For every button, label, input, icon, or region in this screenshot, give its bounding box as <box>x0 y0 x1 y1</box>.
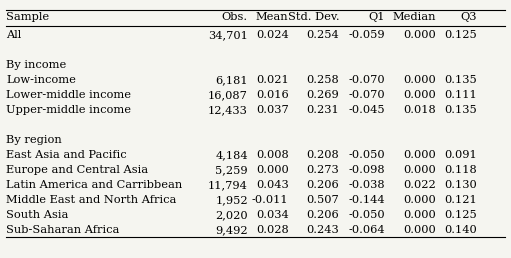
Text: 0.206: 0.206 <box>307 210 339 220</box>
Text: 0.111: 0.111 <box>444 90 477 100</box>
Text: 34,701: 34,701 <box>208 30 248 40</box>
Text: 0.021: 0.021 <box>256 75 289 85</box>
Text: 0.507: 0.507 <box>307 195 339 205</box>
Text: 0.125: 0.125 <box>444 30 477 40</box>
Text: -0.050: -0.050 <box>349 210 385 220</box>
Text: 16,087: 16,087 <box>208 90 248 100</box>
Text: 0.135: 0.135 <box>444 105 477 115</box>
Text: 1,952: 1,952 <box>215 195 248 205</box>
Text: 0.000: 0.000 <box>403 225 436 235</box>
Text: 0.000: 0.000 <box>403 30 436 40</box>
Text: 0.125: 0.125 <box>444 210 477 220</box>
Text: South Asia: South Asia <box>7 210 69 220</box>
Text: 0.022: 0.022 <box>403 180 436 190</box>
Text: 0.000: 0.000 <box>403 90 436 100</box>
Text: Median: Median <box>392 12 436 22</box>
Text: 0.000: 0.000 <box>403 195 436 205</box>
Text: Std. Dev.: Std. Dev. <box>288 12 339 22</box>
Text: 0.018: 0.018 <box>403 105 436 115</box>
Text: 0.140: 0.140 <box>444 225 477 235</box>
Text: Middle East and North Africa: Middle East and North Africa <box>7 195 177 205</box>
Text: 0.000: 0.000 <box>403 165 436 175</box>
Text: 0.000: 0.000 <box>256 165 289 175</box>
Text: 0.231: 0.231 <box>307 105 339 115</box>
Text: -0.038: -0.038 <box>349 180 385 190</box>
Text: 0.121: 0.121 <box>444 195 477 205</box>
Text: 0.273: 0.273 <box>307 165 339 175</box>
Text: By region: By region <box>7 135 62 145</box>
Text: 0.024: 0.024 <box>256 30 289 40</box>
Text: 6,181: 6,181 <box>215 75 248 85</box>
Text: By income: By income <box>7 60 67 70</box>
Text: 0.034: 0.034 <box>256 210 289 220</box>
Text: 0.206: 0.206 <box>307 180 339 190</box>
Text: 0.008: 0.008 <box>256 150 289 160</box>
Text: Obs.: Obs. <box>222 12 248 22</box>
Text: 12,433: 12,433 <box>208 105 248 115</box>
Text: 0.208: 0.208 <box>307 150 339 160</box>
Text: Sample: Sample <box>7 12 50 22</box>
Text: All: All <box>7 30 22 40</box>
Text: East Asia and Pacific: East Asia and Pacific <box>7 150 127 160</box>
Text: -0.098: -0.098 <box>349 165 385 175</box>
Text: 0.135: 0.135 <box>444 75 477 85</box>
Text: -0.064: -0.064 <box>349 225 385 235</box>
Text: Lower-middle income: Lower-middle income <box>7 90 131 100</box>
Text: 0.016: 0.016 <box>256 90 289 100</box>
Text: 2,020: 2,020 <box>215 210 248 220</box>
Text: Low-income: Low-income <box>7 75 76 85</box>
Text: 0.000: 0.000 <box>403 210 436 220</box>
Text: 0.130: 0.130 <box>444 180 477 190</box>
Text: 5,259: 5,259 <box>215 165 248 175</box>
Text: 0.091: 0.091 <box>444 150 477 160</box>
Text: 0.254: 0.254 <box>307 30 339 40</box>
Text: Upper-middle income: Upper-middle income <box>7 105 131 115</box>
Text: 0.243: 0.243 <box>307 225 339 235</box>
Text: 9,492: 9,492 <box>215 225 248 235</box>
Text: 0.118: 0.118 <box>444 165 477 175</box>
Text: Q1: Q1 <box>368 12 385 22</box>
Text: Q3: Q3 <box>460 12 477 22</box>
Text: 0.037: 0.037 <box>256 105 289 115</box>
Text: Latin America and Carribbean: Latin America and Carribbean <box>7 180 183 190</box>
Text: -0.144: -0.144 <box>349 195 385 205</box>
Text: 0.258: 0.258 <box>307 75 339 85</box>
Text: 0.000: 0.000 <box>403 150 436 160</box>
Text: 11,794: 11,794 <box>208 180 248 190</box>
Text: -0.045: -0.045 <box>349 105 385 115</box>
Text: -0.059: -0.059 <box>349 30 385 40</box>
Text: -0.011: -0.011 <box>252 195 289 205</box>
Text: Sub-Saharan Africa: Sub-Saharan Africa <box>7 225 120 235</box>
Text: Europe and Central Asia: Europe and Central Asia <box>7 165 149 175</box>
Text: 0.269: 0.269 <box>307 90 339 100</box>
Text: 0.043: 0.043 <box>256 180 289 190</box>
Text: -0.070: -0.070 <box>349 90 385 100</box>
Text: Mean: Mean <box>256 12 289 22</box>
Text: -0.050: -0.050 <box>349 150 385 160</box>
Text: 0.028: 0.028 <box>256 225 289 235</box>
Text: 0.000: 0.000 <box>403 75 436 85</box>
Text: 4,184: 4,184 <box>215 150 248 160</box>
Text: -0.070: -0.070 <box>349 75 385 85</box>
